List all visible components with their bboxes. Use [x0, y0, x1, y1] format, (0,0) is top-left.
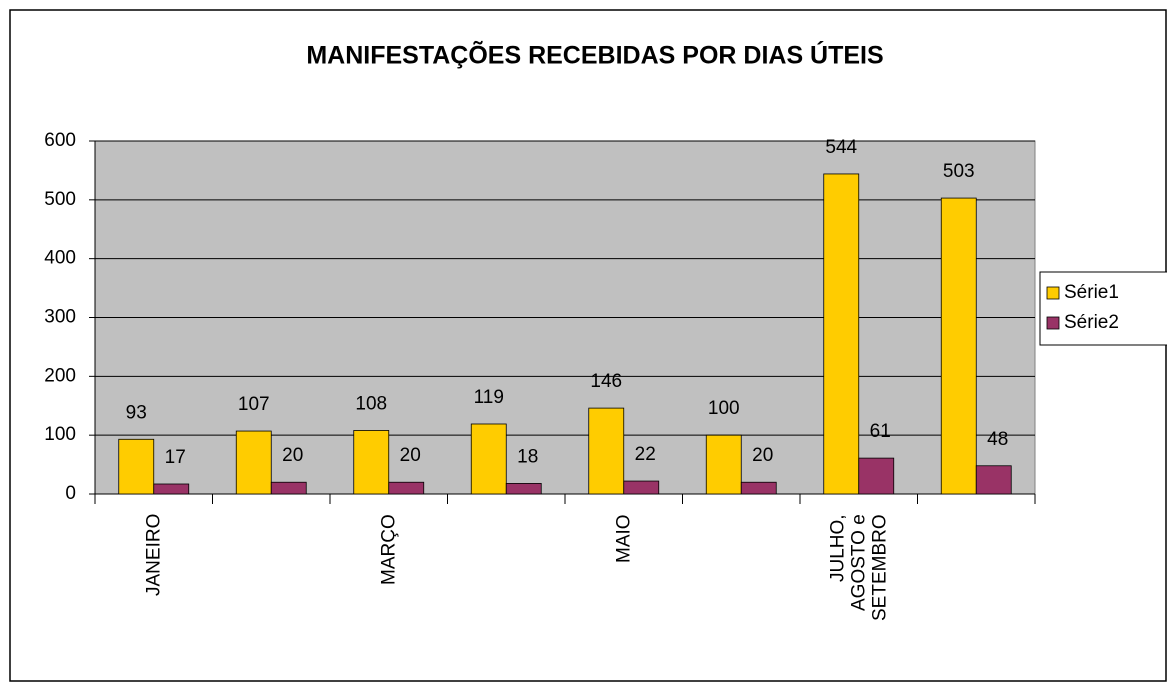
- legend: [1039, 271, 1167, 346]
- data-label: 61: [870, 421, 891, 442]
- data-label: 20: [400, 445, 421, 466]
- data-label: 544: [825, 137, 857, 158]
- y-tick-label: 400: [44, 248, 76, 269]
- data-label: 108: [355, 393, 387, 414]
- data-label: 17: [165, 447, 186, 468]
- bar: [588, 407, 625, 495]
- legend-swatch: [1046, 316, 1060, 330]
- y-tick-label: 100: [44, 424, 76, 445]
- bar: [470, 423, 507, 495]
- bar: [823, 173, 860, 495]
- bar: [153, 483, 190, 495]
- data-label: 119: [474, 387, 504, 408]
- legend-swatch: [1046, 286, 1060, 300]
- data-label: 20: [282, 445, 303, 466]
- data-label: 146: [590, 371, 622, 392]
- bar: [705, 434, 742, 495]
- y-tick-label: 200: [44, 365, 76, 386]
- data-label: 100: [708, 398, 740, 419]
- chart-title: MANIFESTAÇÕES RECEBIDAS POR DIAS ÚTEIS: [306, 40, 883, 70]
- data-label: 20: [752, 445, 773, 466]
- legend-label: Série1: [1064, 282, 1119, 303]
- y-tick-label: 300: [44, 307, 76, 328]
- data-label: 48: [987, 429, 1008, 450]
- bar: [388, 481, 425, 495]
- x-tick-label: JANEIRO: [143, 514, 165, 597]
- x-tick-label: MARÇO: [378, 514, 400, 585]
- data-label: 93: [126, 402, 147, 423]
- bar: [740, 481, 777, 495]
- bar: [858, 457, 895, 495]
- bar: [623, 480, 660, 495]
- bar: [505, 483, 542, 495]
- bar: [940, 197, 977, 495]
- legend-label: Série2: [1064, 312, 1119, 333]
- x-tick-label: JULHO, AGOSTO e SETEMBRO: [827, 514, 891, 621]
- x-tick-label: MAIO: [613, 514, 635, 563]
- bar: [270, 481, 307, 495]
- data-label: 107: [238, 394, 270, 415]
- data-label: 503: [943, 161, 975, 182]
- y-tick-label: 0: [65, 483, 76, 504]
- data-label: 18: [517, 446, 538, 467]
- bar: [235, 430, 272, 495]
- bar: [353, 430, 390, 495]
- data-label: 22: [635, 444, 656, 465]
- y-tick-label: 600: [44, 130, 76, 151]
- y-tick-label: 500: [44, 189, 76, 210]
- bar: [975, 465, 1012, 495]
- bar: [118, 438, 155, 495]
